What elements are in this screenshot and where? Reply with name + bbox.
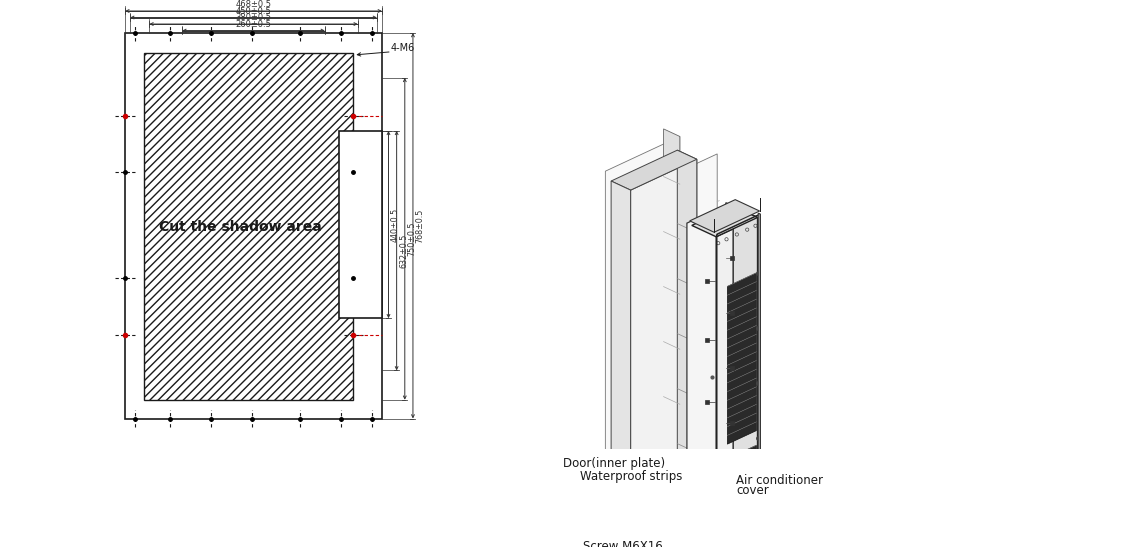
Polygon shape [726,203,728,534]
Polygon shape [759,213,760,547]
Polygon shape [643,154,717,547]
Polygon shape [692,206,758,237]
Polygon shape [718,498,721,509]
Polygon shape [717,218,758,547]
Text: Air conditioner: Air conditioner [736,474,823,487]
Text: Waterproof strips: Waterproof strips [581,469,683,482]
Text: cover: cover [736,484,769,497]
Text: 750±0.5: 750±0.5 [407,222,416,256]
Text: 380±0.5: 380±0.5 [236,14,271,22]
Text: 632±0.5: 632±0.5 [399,234,408,268]
Polygon shape [692,536,758,547]
Bar [125,33,382,418]
Text: Cut the shadow area: Cut the shadow area [159,219,322,234]
Polygon shape [692,536,734,547]
Polygon shape [631,159,696,547]
Text: Door(inner plate): Door(inner plate) [562,457,665,470]
Bar [339,131,382,318]
Polygon shape [689,514,760,547]
Polygon shape [734,206,758,547]
Text: 450±0.5: 450±0.5 [236,7,271,16]
Polygon shape [718,513,721,524]
Polygon shape [611,150,696,190]
Polygon shape [611,181,631,547]
Bar [144,54,354,400]
Polygon shape [663,129,679,525]
Polygon shape [646,522,758,547]
Text: 768±0.5: 768±0.5 [415,208,424,243]
Polygon shape [685,533,728,547]
Polygon shape [727,273,756,444]
Polygon shape [611,517,696,547]
Text: 260±0.5: 260±0.5 [236,20,271,29]
Text: 4-M6: 4-M6 [390,43,414,53]
Polygon shape [692,536,758,547]
Text: Screw M6X16: Screw M6X16 [583,540,662,547]
Polygon shape [689,200,760,232]
Text: 440±0.5: 440±0.5 [391,207,400,242]
Polygon shape [727,445,756,543]
Polygon shape [677,150,696,526]
Polygon shape [687,204,728,547]
Polygon shape [718,528,721,539]
Polygon shape [717,470,727,540]
Polygon shape [606,136,679,547]
Text: 468±0.5: 468±0.5 [236,1,271,9]
